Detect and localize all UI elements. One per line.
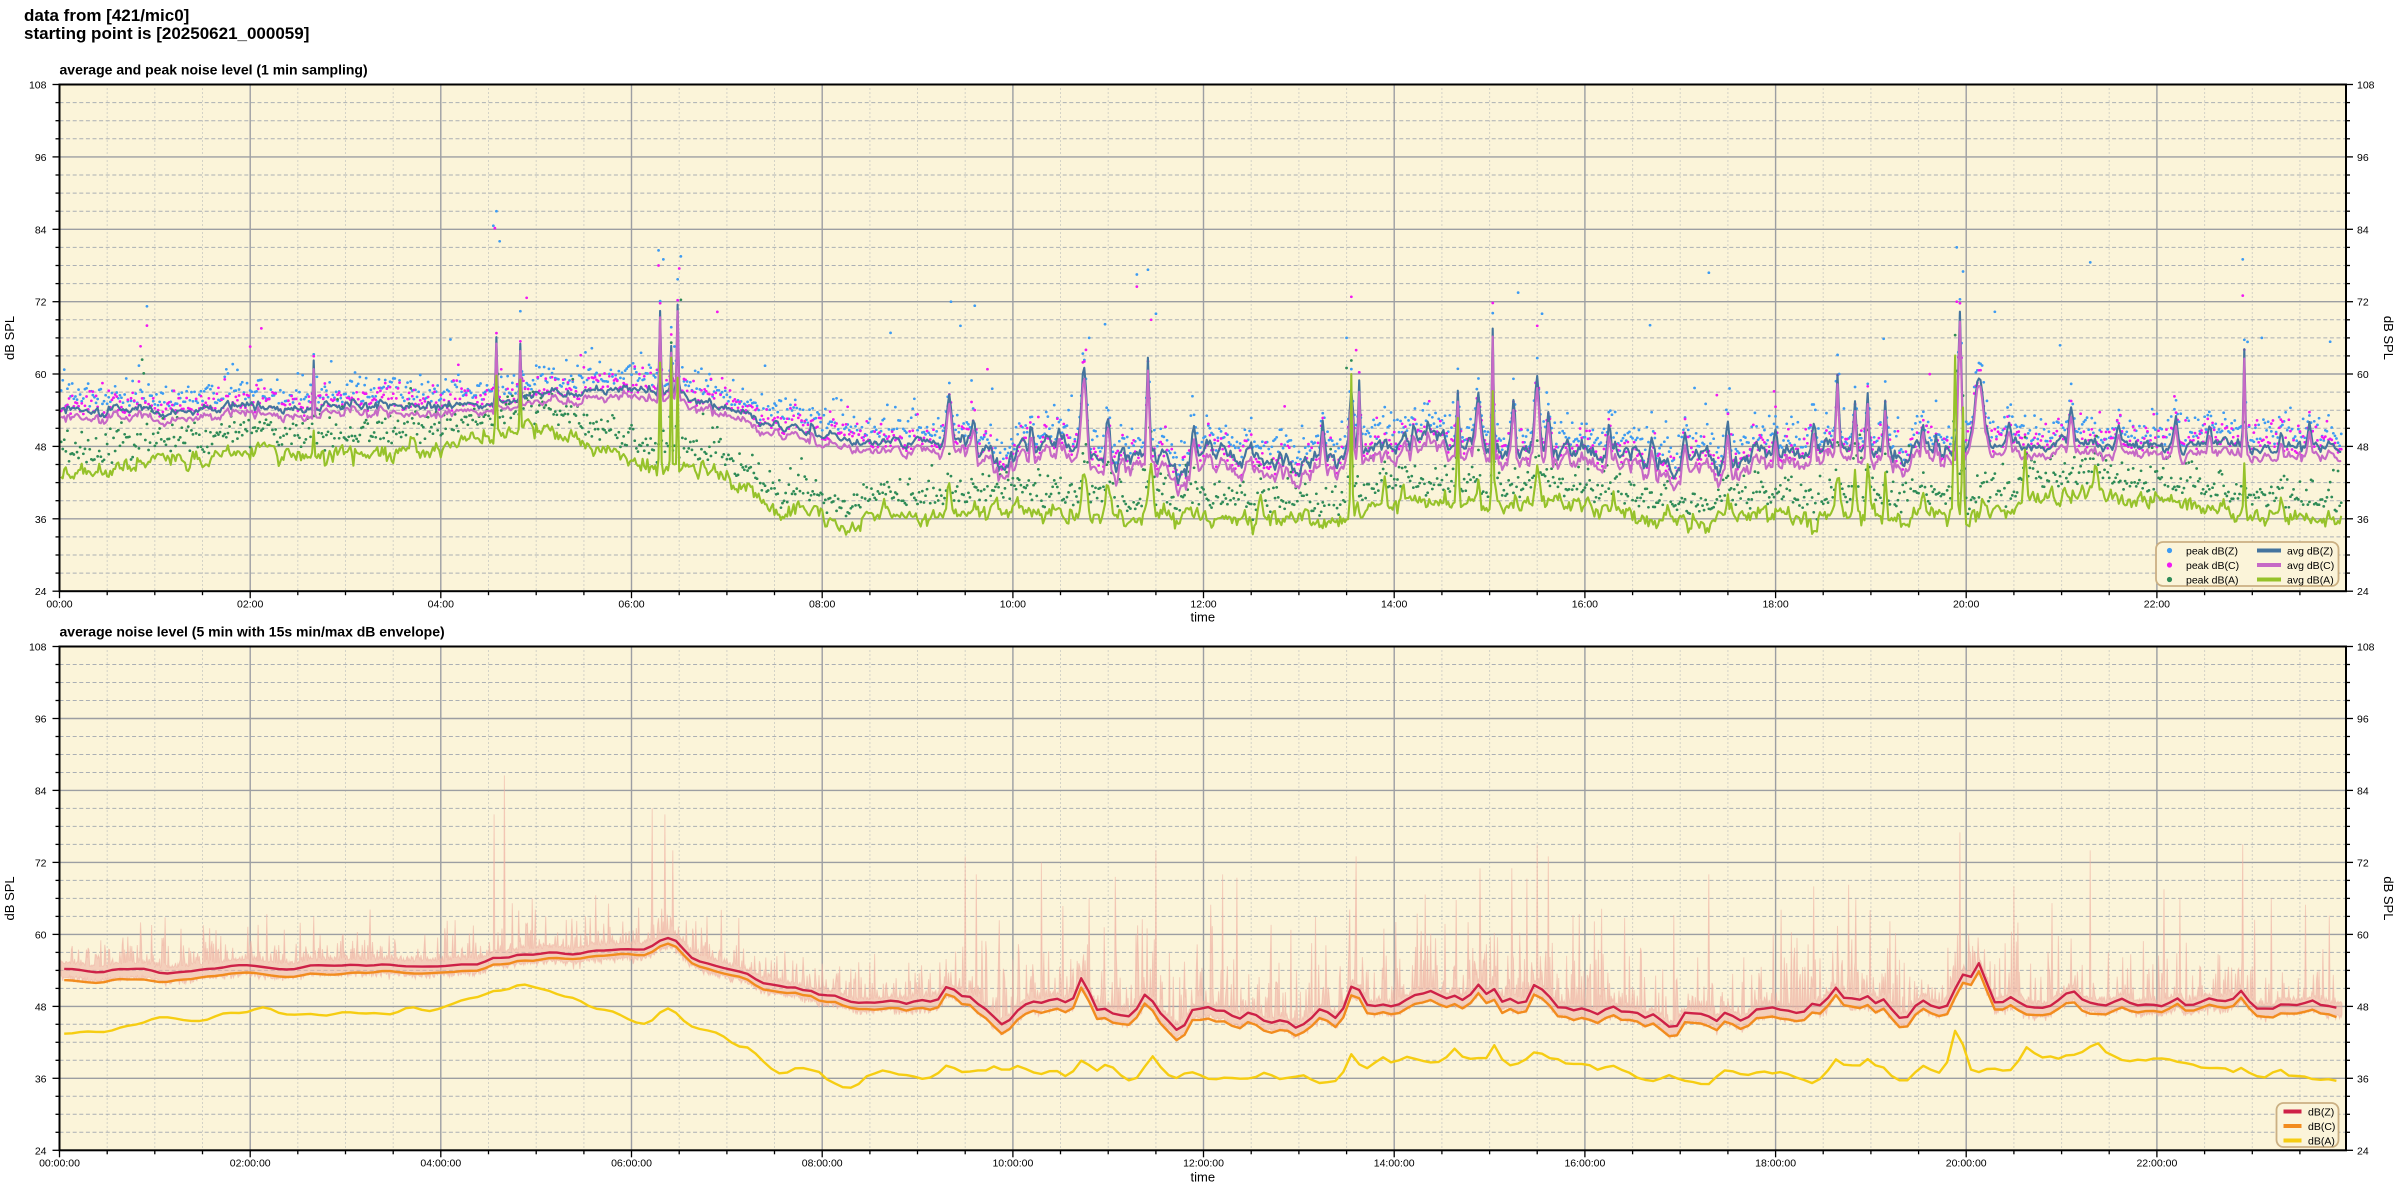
- svg-text:avg dB(A): avg dB(A): [2287, 575, 2334, 587]
- svg-text:average and peak noise level (: average and peak noise level (1 min samp…: [60, 62, 368, 78]
- svg-text:84: 84: [2357, 224, 2369, 236]
- svg-text:60: 60: [2357, 369, 2369, 381]
- svg-text:24: 24: [2357, 1145, 2369, 1157]
- svg-text:84: 84: [35, 785, 47, 797]
- svg-text:18:00:00: 18:00:00: [1755, 1158, 1796, 1170]
- svg-text:108: 108: [2357, 642, 2375, 654]
- svg-text:10:00: 10:00: [1000, 599, 1026, 611]
- svg-text:24: 24: [35, 586, 47, 598]
- svg-text:avg dB(C): avg dB(C): [2287, 560, 2334, 572]
- svg-text:average noise level (5 min wit: average noise level (5 min with 15s min/…: [60, 624, 445, 640]
- svg-text:dB SPL: dB SPL: [2, 316, 17, 360]
- svg-text:08:00:00: 08:00:00: [802, 1158, 843, 1170]
- svg-text:36: 36: [2357, 1073, 2369, 1085]
- svg-text:16:00: 16:00: [1572, 599, 1598, 611]
- svg-text:dB SPL: dB SPL: [2381, 316, 2396, 360]
- svg-text:60: 60: [35, 929, 47, 941]
- svg-text:20:00: 20:00: [1953, 599, 1979, 611]
- svg-text:96: 96: [35, 152, 47, 164]
- svg-text:108: 108: [29, 642, 47, 654]
- svg-text:22:00:00: 22:00:00: [2136, 1158, 2177, 1170]
- svg-text:72: 72: [35, 857, 47, 869]
- svg-text:12:00: 12:00: [1190, 599, 1216, 611]
- svg-text:96: 96: [2357, 714, 2369, 726]
- svg-text:14:00: 14:00: [1381, 599, 1407, 611]
- svg-text:peak dB(A): peak dB(A): [2186, 575, 2239, 587]
- svg-text:96: 96: [2357, 152, 2369, 164]
- svg-text:06:00:00: 06:00:00: [611, 1158, 652, 1170]
- svg-text:72: 72: [2357, 297, 2369, 309]
- svg-text:06:00: 06:00: [618, 599, 644, 611]
- svg-text:02:00:00: 02:00:00: [230, 1158, 271, 1170]
- svg-text:dB SPL: dB SPL: [2381, 876, 2396, 920]
- svg-text:84: 84: [35, 224, 47, 236]
- svg-text:14:00:00: 14:00:00: [1374, 1158, 1415, 1170]
- svg-text:24: 24: [35, 1145, 47, 1157]
- svg-text:04:00: 04:00: [428, 599, 454, 611]
- svg-text:22:00: 22:00: [2144, 599, 2170, 611]
- svg-text:dB(A): dB(A): [2308, 1136, 2335, 1148]
- svg-text:72: 72: [35, 297, 47, 309]
- svg-text:dB SPL: dB SPL: [2, 876, 17, 920]
- svg-text:02:00: 02:00: [237, 599, 263, 611]
- svg-text:108: 108: [29, 80, 47, 92]
- svg-text:72: 72: [2357, 857, 2369, 869]
- svg-text:16:00:00: 16:00:00: [1564, 1158, 1605, 1170]
- svg-text:00:00:00: 00:00:00: [39, 1158, 80, 1170]
- svg-text:20:00:00: 20:00:00: [1946, 1158, 1987, 1170]
- svg-text:dB(Z): dB(Z): [2308, 1107, 2334, 1119]
- svg-text:avg dB(Z): avg dB(Z): [2287, 546, 2333, 558]
- svg-text:peak dB(C): peak dB(C): [2186, 560, 2239, 572]
- svg-text:08:00: 08:00: [809, 599, 835, 611]
- svg-text:dB(C): dB(C): [2308, 1121, 2335, 1133]
- svg-text:108: 108: [2357, 80, 2375, 92]
- svg-text:48: 48: [35, 1001, 47, 1013]
- svg-text:time: time: [1191, 1170, 1216, 1185]
- svg-text:12:00:00: 12:00:00: [1183, 1158, 1224, 1170]
- svg-text:peak dB(Z): peak dB(Z): [2186, 546, 2238, 558]
- svg-text:36: 36: [2357, 514, 2369, 526]
- svg-text:60: 60: [35, 369, 47, 381]
- svg-text:48: 48: [35, 441, 47, 453]
- svg-text:time: time: [1191, 610, 1216, 625]
- svg-text:10:00:00: 10:00:00: [992, 1158, 1033, 1170]
- svg-text:36: 36: [35, 514, 47, 526]
- svg-text:36: 36: [35, 1073, 47, 1085]
- svg-text:04:00:00: 04:00:00: [420, 1158, 461, 1170]
- svg-text:00:00: 00:00: [46, 599, 72, 611]
- svg-text:48: 48: [2357, 1001, 2369, 1013]
- svg-text:24: 24: [2357, 586, 2369, 598]
- svg-text:84: 84: [2357, 785, 2369, 797]
- svg-text:18:00: 18:00: [1762, 599, 1788, 611]
- svg-text:48: 48: [2357, 441, 2369, 453]
- svg-text:96: 96: [35, 714, 47, 726]
- svg-text:60: 60: [2357, 929, 2369, 941]
